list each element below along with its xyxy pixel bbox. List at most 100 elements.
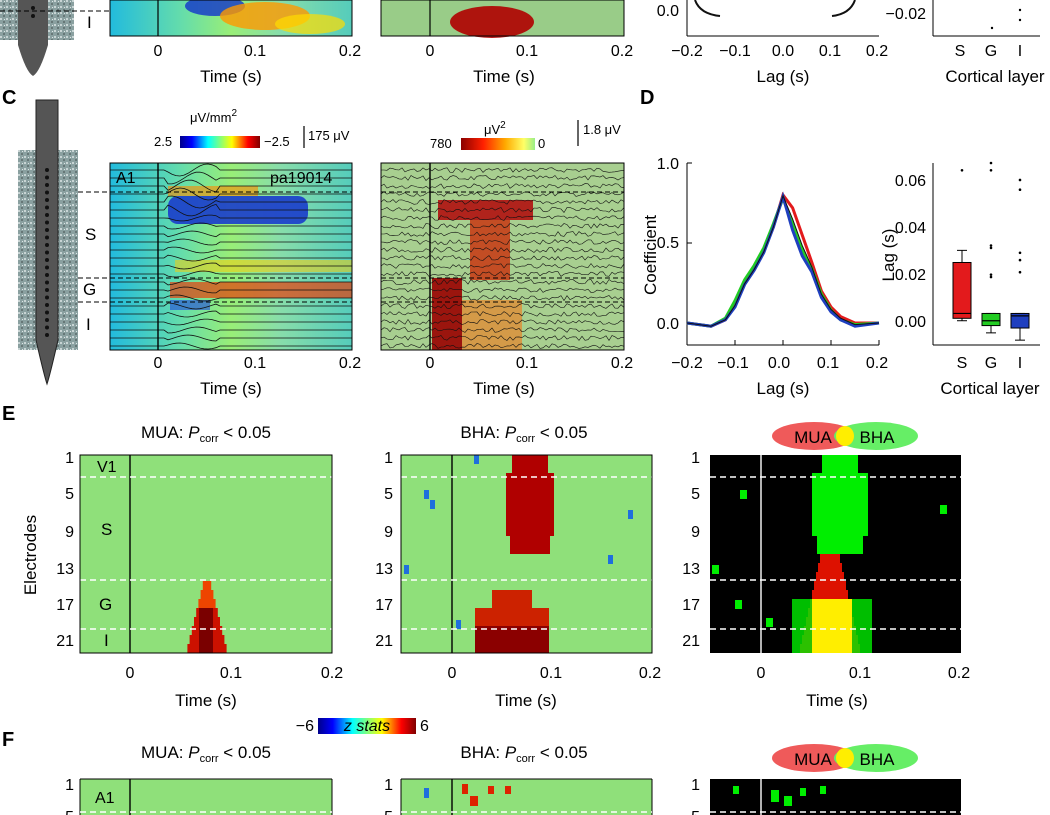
e-overlap-cell — [812, 590, 848, 599]
lag-series-I — [686, 191, 880, 328]
e-overlap-yticks: 1 5 9 13 17 21 — [682, 450, 700, 650]
box-outlier — [989, 275, 993, 279]
svg-text:13: 13 — [375, 561, 393, 578]
top-csd-tick-1: 0.1 — [244, 43, 266, 60]
e-overlap-cell — [812, 500, 868, 509]
bha-trace — [380, 215, 625, 221]
lag-ytick-1: 0.5 — [657, 235, 679, 252]
probe-electrode-dot — [45, 295, 49, 300]
probe-electrode-dot — [45, 198, 49, 202]
e-bha-neg-cell — [628, 510, 633, 519]
e-mua-xtick-2: 0.2 — [321, 665, 343, 682]
e-legend-bha: BHA — [860, 428, 896, 447]
bha-trace — [380, 199, 625, 205]
e-bha-title: BHA: Pcorr < 0.05 — [460, 423, 587, 445]
e-overlap-cell — [735, 600, 742, 609]
lag-ylabel: Coefficient — [641, 215, 660, 295]
e-overlap-cell — [712, 565, 719, 574]
e-bha-cell — [510, 536, 550, 545]
e-overlap-cell — [822, 464, 858, 473]
csd-trace — [110, 294, 352, 302]
e-mua-cell — [199, 626, 213, 635]
e-overlap-cell — [812, 626, 852, 635]
layer-label-i-top: I — [87, 13, 92, 32]
bha-xtick-2: 0.2 — [611, 355, 633, 372]
probe-electrode-dot — [45, 235, 49, 240]
probe-electrode-dot — [45, 318, 49, 322]
e-mua-xtick-0: 0 — [126, 665, 135, 682]
bha-trace — [380, 223, 625, 229]
f-mua-heatmap — [80, 779, 332, 815]
e-overlap-xtick-0: 0 — [757, 665, 766, 682]
box-outlier — [1018, 178, 1022, 182]
lag-tick-b: −0.2 — [671, 355, 703, 372]
e-mua-cell — [199, 644, 213, 653]
svg-text:13: 13 — [682, 561, 700, 578]
e-overlap-xtick-1: 0.1 — [849, 665, 871, 682]
e-bha-cell — [475, 617, 549, 626]
e-mua-area: V1 — [97, 459, 117, 476]
probe-electrode-dot — [45, 243, 49, 247]
e-overlap-cell — [812, 599, 852, 608]
csd-trace — [110, 238, 352, 246]
panel-c: μV/mm2 2.5 −2.5 175 μV A1 pa19014 S G I … — [18, 99, 633, 398]
lag-series — [686, 191, 880, 328]
probe-electrodes — [45, 168, 49, 337]
box-outlier — [1018, 251, 1022, 255]
box-ytick-1: 0.02 — [895, 267, 926, 284]
e-bha-cell — [512, 464, 548, 473]
box-G — [981, 312, 1001, 327]
box-outlier — [989, 246, 993, 250]
bha-trace — [380, 271, 625, 277]
e-bha-xtick-2: 0.2 — [639, 665, 661, 682]
bha-trace — [380, 255, 625, 261]
e-overlap-cell — [812, 617, 852, 626]
top-box-tick-g: G — [985, 43, 997, 60]
bha-trace — [380, 191, 625, 197]
lag-tick-a: 0.0 — [768, 355, 790, 372]
panel-e-bha: BHA: Pcorr < 0.05 1 5 9 13 17 21 0 0.1 0… — [375, 423, 661, 710]
lag-ytick-0: 0.0 — [657, 316, 679, 333]
e-bha-cell — [506, 491, 554, 500]
e-overlap-legend: MUA BHA — [772, 422, 918, 450]
e-mua-layer-s: S — [101, 520, 112, 539]
layer-label-s: S — [85, 225, 96, 244]
svg-text:21: 21 — [375, 633, 393, 650]
top-box-tick-s: S — [955, 43, 966, 60]
e-bha-cell — [512, 455, 548, 464]
e-mua-layer-g: G — [99, 595, 112, 614]
bha-scale-bar: 1.8 μV — [583, 122, 621, 137]
layer-label-g: G — [83, 280, 96, 299]
top-csd-xlabel: Time (s) — [200, 67, 262, 86]
box-xtick-g: G — [985, 355, 997, 372]
bha-trace — [380, 263, 625, 269]
csd-trace — [110, 171, 352, 185]
svg-text:1: 1 — [65, 450, 74, 467]
f-mua-title: MUA: Pcorr < 0.05 — [141, 743, 271, 765]
bha-trace — [380, 343, 625, 349]
top-lag-xlabel: Lag (s) — [757, 67, 810, 86]
bha-trace — [381, 167, 625, 173]
csd-xtick-1: 0.1 — [244, 355, 266, 372]
bha-trace — [380, 335, 625, 341]
csd-trace — [110, 302, 352, 310]
probe-electrode-dot — [45, 175, 49, 180]
e-bha-significant — [404, 455, 633, 653]
csd-unit: μV/mm — [190, 110, 231, 125]
lag-tick-c: −0.1 — [717, 355, 749, 372]
e-bha-xtick-0: 0 — [448, 665, 457, 682]
bha-trace — [380, 318, 625, 325]
box-I — [1010, 312, 1030, 329]
svg-text:9: 9 — [384, 524, 393, 541]
f-legend-bha: BHA — [860, 750, 896, 769]
top-bha-tick-2: 0.2 — [611, 43, 633, 60]
e-bha-cell — [506, 500, 554, 509]
e-bha-cell — [506, 482, 554, 491]
box-outlier — [960, 168, 964, 172]
csd-site-label: pa19014 — [270, 170, 332, 187]
probe-electrode-dot — [45, 333, 49, 337]
svg-text:5: 5 — [691, 486, 700, 503]
e-overlap-cell — [812, 491, 868, 500]
e-overlap-cell — [820, 554, 840, 563]
